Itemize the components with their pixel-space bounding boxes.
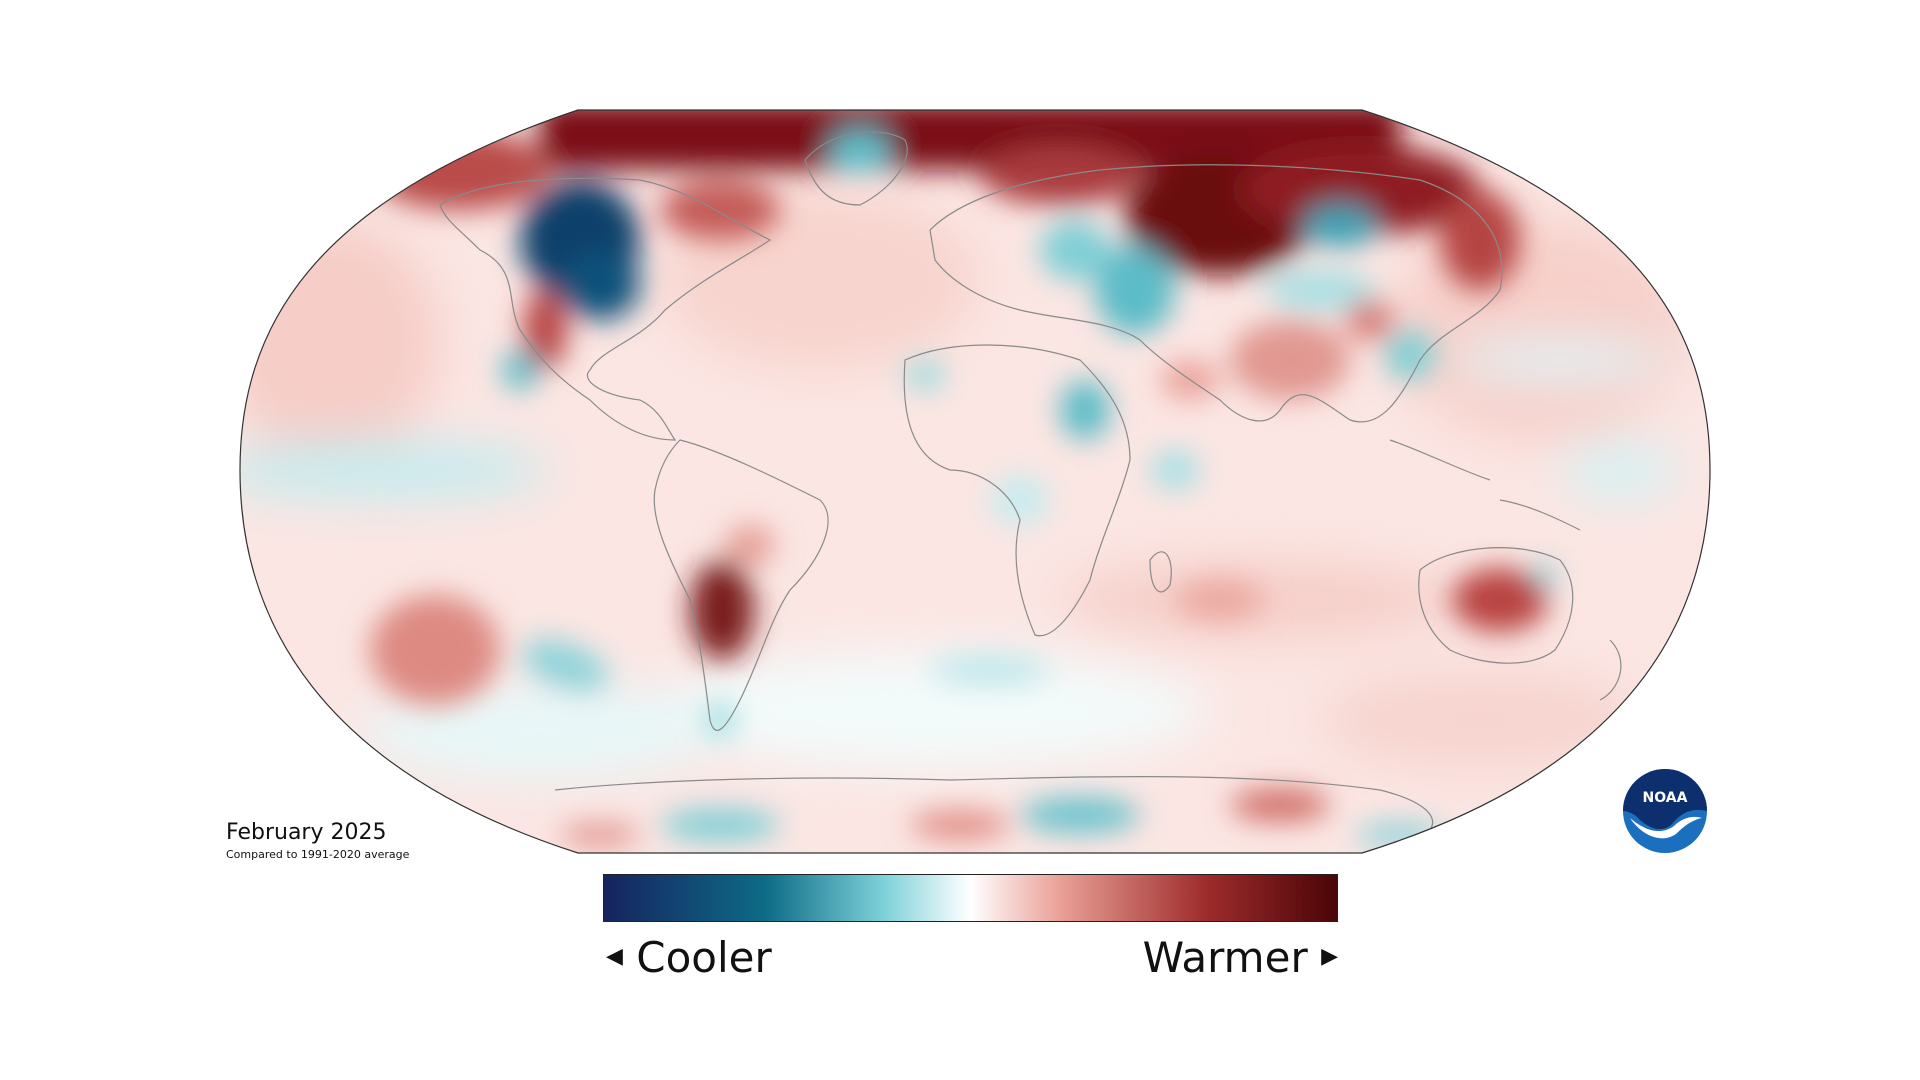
color-scale-gradient (603, 874, 1338, 922)
left-arrow-icon: ◀ (606, 943, 623, 969)
warmer-label: Warmer ▶ (1143, 930, 1338, 989)
cooler-text: Cooler (636, 933, 772, 982)
warmer-text: Warmer (1142, 933, 1308, 982)
anomaly-field (240, 110, 1710, 853)
map-subtitle: Compared to 1991-2020 average (226, 848, 410, 861)
coastlines (439, 131, 1622, 831)
noaa-logo-text: NOAA (1643, 790, 1688, 806)
cooler-label: ◀ Cooler (606, 930, 772, 989)
map-border (239, 109, 1711, 854)
right-arrow-icon: ▶ (1321, 943, 1338, 969)
noaa-logo-icon: NOAA (1623, 769, 1707, 853)
map-title: February 2025 (226, 820, 387, 845)
color-scale-frame (603, 874, 1338, 922)
